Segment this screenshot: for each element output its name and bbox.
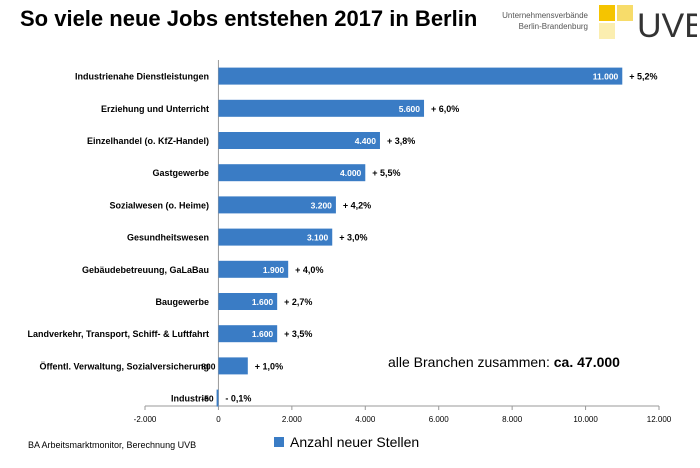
growth-label: - 0,1% — [225, 394, 251, 404]
bar-value-label: 800 — [201, 361, 215, 371]
chart: -2.000 0 2.000 4.000 6.000 8.000 10.000 12.000 I… — [0, 50, 700, 440]
bar — [218, 260, 289, 278]
bar — [218, 357, 248, 375]
summary: alle Branchen zusammen: ca. 47.000 — [388, 354, 620, 370]
legend: Anzahl neuer Stellen — [274, 434, 419, 450]
header: So viele neue Jobs entstehen 2017 in Ber… — [0, 0, 700, 50]
growth-label: + 3,8% — [387, 136, 415, 146]
bar — [218, 164, 366, 182]
bar — [218, 228, 333, 246]
category-label: Industrienahe Dienstleistungen — [75, 72, 209, 82]
footer: BA Arbeitsmarktmonitor, Berechnung UVB A… — [0, 430, 700, 468]
category-label: Baugewerbe — [155, 297, 209, 307]
x-tick-label: 0 — [216, 415, 221, 424]
brand-line-1: Unternehmensverbände — [502, 11, 588, 20]
logo-square-2 — [617, 5, 633, 21]
bar-value-label: -50 — [201, 394, 214, 404]
growth-label: + 4,2% — [343, 200, 371, 210]
x-tick-label: 2.000 — [282, 415, 303, 424]
growth-label: + 4,0% — [295, 265, 323, 275]
legend-swatch — [274, 437, 284, 447]
growth-label: + 3,5% — [284, 329, 312, 339]
bar-value-label: 5.600 — [399, 104, 421, 114]
growth-label: + 1,0% — [255, 361, 283, 371]
x-tick-label: -2.000 — [134, 415, 157, 424]
x-tick-label: 6.000 — [429, 415, 450, 424]
bar-value-label: 4.400 — [355, 136, 377, 146]
logo-square-3 — [599, 23, 615, 39]
bar — [218, 99, 425, 117]
bar-value-label: 11.000 — [593, 72, 619, 82]
page-title: So viele neue Jobs entstehen 2017 in Ber… — [20, 6, 478, 31]
summary-label: alle Branchen zusammen: — [388, 354, 550, 370]
growth-label: + 5,5% — [372, 168, 400, 178]
uvb-logo-icon: UVB — [599, 5, 697, 43]
bar — [218, 325, 278, 343]
growth-label: + 3,0% — [339, 233, 367, 243]
bar — [218, 67, 623, 85]
growth-label: + 2,7% — [284, 297, 312, 307]
category-label: Landverkehr, Transport, Schiff- & Luftfa… — [27, 329, 209, 339]
bar-value-label: 4.000 — [340, 168, 362, 178]
category-label: Einzelhandel (o. KfZ-Handel) — [87, 136, 209, 146]
legend-label: Anzahl neuer Stellen — [290, 434, 420, 450]
x-tick-label: 12.000 — [647, 415, 672, 424]
brand-name: Unternehmensverbände Berlin-Brandenburg — [502, 10, 588, 32]
bar-value-label: 1.900 — [263, 265, 285, 275]
category-label: Erziehung und Unterricht — [101, 104, 209, 114]
source-note: BA Arbeitsmarktmonitor, Berechnung UVB — [28, 440, 197, 450]
summary-value: ca. 47.000 — [553, 354, 620, 370]
category-label: Sozialwesen (o. Heime) — [109, 200, 209, 210]
bar-chart: -2.000 0 2.000 4.000 6.000 8.000 10.000 12.000 I… — [27, 60, 672, 424]
growth-label: + 6,0% — [431, 104, 459, 114]
x-tick-label: 8.000 — [502, 415, 523, 424]
category-label: Gastgewerbe — [152, 168, 209, 178]
x-tick-label: 4.000 — [355, 415, 376, 424]
category-label: Gesundheitswesen — [127, 233, 209, 243]
brand-line-2: Berlin-Brandenburg — [518, 22, 588, 31]
bar-value-label: 3.100 — [307, 233, 329, 243]
bar-value-label: 1.600 — [252, 329, 274, 339]
category-label: Öffentl. Verwaltung, Sozialversicherung — [39, 361, 209, 371]
bar-value-label: 3.200 — [311, 200, 333, 210]
category-label: Industrie — [171, 394, 209, 404]
bar — [218, 293, 278, 310]
logo-text: UVB — [637, 7, 697, 43]
logo-square-1 — [599, 5, 615, 21]
category-label: Gebäudebetreuung, GaLaBau — [82, 265, 209, 275]
bar-value-label: 1.600 — [252, 297, 274, 307]
bar — [218, 196, 336, 214]
growth-label: + 5,2% — [629, 72, 657, 82]
x-tick-label: 10.000 — [573, 415, 598, 424]
bar — [218, 132, 380, 149]
bar — [216, 389, 219, 407]
